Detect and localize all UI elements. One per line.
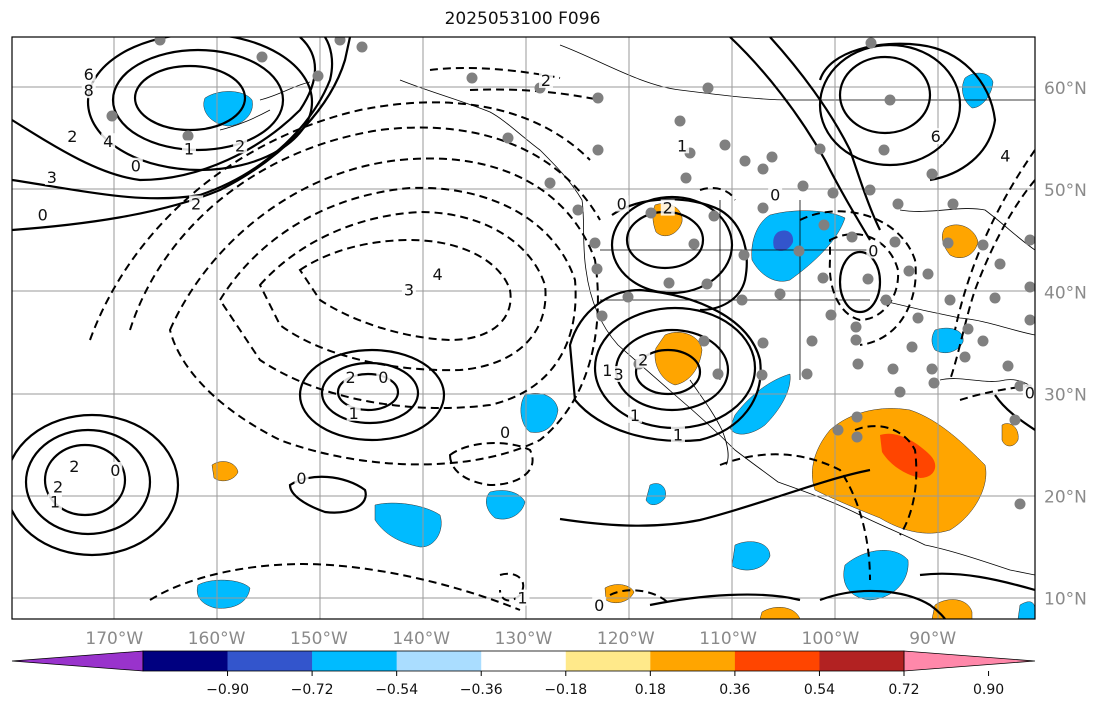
lon-tick-label: 120°W <box>597 629 655 649</box>
longitude-tick-labels: 170°W 160°W 150°W 140°W 130°W 120°W 110°W 100°W… <box>85 629 956 649</box>
colorbar-cell <box>565 651 651 671</box>
contour-label: 1 <box>517 589 527 608</box>
lon-tick-label: 130°W <box>495 629 553 649</box>
contour-label: 3 <box>614 365 624 384</box>
lon-tick-label: 150°W <box>290 629 348 649</box>
colorbar-extend-low <box>11 650 144 672</box>
lat-tick-label: 40°N <box>1044 283 1087 303</box>
contour-label: 2 <box>69 457 79 476</box>
contour-label: 2 <box>638 351 648 370</box>
positive-contours <box>12 37 1035 619</box>
contour-label: 0 <box>378 368 388 387</box>
colorbar-cell <box>481 651 567 671</box>
lon-tick-label: 90°W <box>909 629 956 649</box>
lon-tick-label: 100°W <box>802 629 860 649</box>
lon-tick-label: 170°W <box>85 629 143 649</box>
colorbar-tick-label: −0.54 <box>375 682 418 698</box>
contour-label: 2 <box>663 199 673 218</box>
lat-tick-label: 10°N <box>1044 590 1087 610</box>
lon-tick-label: 160°W <box>188 629 246 649</box>
colorbar-tick-label: 0.36 <box>719 682 750 698</box>
contour-label: 3 <box>404 280 414 299</box>
contour-label: 1 <box>673 425 683 444</box>
latitude-tick-labels: 10°N 20°N 30°N 40°N 50°N 60°N <box>1044 79 1087 610</box>
colorbar-tick-label: −0.90 <box>206 682 249 698</box>
colorbar-cell <box>312 651 397 671</box>
contour-label: 0 <box>296 469 306 488</box>
contour-label: 2 <box>53 477 63 496</box>
station-dots <box>106 37 1035 510</box>
lat-tick-label: 20°N <box>1044 487 1087 507</box>
contour-label: 1 <box>50 493 60 512</box>
contour-label: 2 <box>541 71 551 90</box>
contour-label: 6 <box>84 65 94 84</box>
colorbar-tick-label: −0.72 <box>291 682 334 698</box>
colorbar-tick-label: 0.72 <box>888 682 919 698</box>
contour-label: 2 <box>67 127 77 146</box>
contour-label: 0 <box>38 206 48 225</box>
contour-label: 1 <box>677 136 687 155</box>
colorbar-cell <box>396 651 482 671</box>
contour-label: 0 <box>110 461 120 480</box>
colorbar: −0.90 −0.72 −0.54 −0.36 −0.18 0.18 0.36 0.54 0.7… <box>11 650 1036 698</box>
contour-label: 1 <box>349 404 359 423</box>
contour-label: 0 <box>131 157 141 176</box>
colorbar-cell <box>143 651 228 671</box>
colorbar-cell <box>734 651 820 671</box>
contour-label: 0 <box>1025 383 1035 402</box>
negative-contours <box>89 67 1035 611</box>
contour-label: 2 <box>346 368 356 387</box>
contour-label: 0 <box>594 596 604 615</box>
contour-label: 4 <box>1000 147 1010 166</box>
contour-label: 0 <box>770 185 780 204</box>
contour-label: 3 <box>47 168 57 187</box>
colorbar-tick-label: −0.18 <box>544 682 587 698</box>
map-frame <box>11 36 1036 620</box>
contour-label: 2 <box>191 194 201 213</box>
lon-tick-label: 110°W <box>699 629 757 649</box>
contour-label: 8 <box>84 81 94 100</box>
contour-label: 0 <box>617 194 627 213</box>
coastlines <box>219 44 1035 576</box>
contour-label: 0 <box>500 423 510 442</box>
colorbar-cell <box>819 651 905 671</box>
contour-label: 0 <box>868 241 878 260</box>
colorbar-tick-label: −0.36 <box>460 682 503 698</box>
contour-label: 4 <box>103 132 113 151</box>
colorbar-tick-label: 0.90 <box>973 682 1004 698</box>
colorbar-tick-label: 0.54 <box>804 682 835 698</box>
map-title: 2025053100 F096 <box>444 9 601 29</box>
contour-label: 1 <box>630 406 640 425</box>
colorbar-cell <box>650 651 736 671</box>
colorbar-tick-label: 0.18 <box>635 682 666 698</box>
lat-tick-label: 50°N <box>1044 181 1087 201</box>
colorbar-extend-high <box>903 650 1036 672</box>
contour-label: 4 <box>432 265 442 284</box>
contour-label: 2 <box>235 136 245 155</box>
contour-label: 1 <box>184 139 194 158</box>
contour-label: 1 <box>602 361 612 380</box>
colorbar-cell <box>227 651 313 671</box>
map-gridlines <box>12 37 1035 619</box>
lat-tick-label: 30°N <box>1044 385 1087 405</box>
lat-tick-label: 60°N <box>1044 79 1087 99</box>
lon-tick-label: 140°W <box>392 629 450 649</box>
contour-label: 6 <box>931 127 941 146</box>
